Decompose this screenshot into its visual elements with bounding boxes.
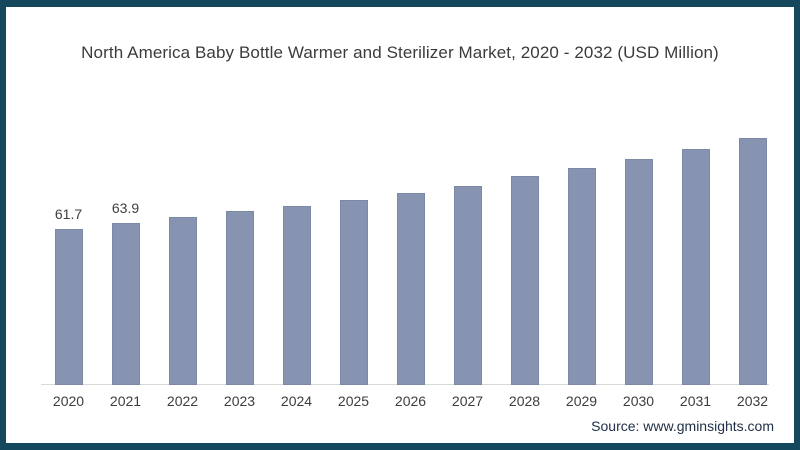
bar-column xyxy=(738,138,767,385)
bar-2022 xyxy=(168,217,197,385)
bar-2030 xyxy=(624,159,653,385)
bar-column: 63.9 xyxy=(111,200,140,385)
bar-column xyxy=(168,217,197,385)
x-axis-tick-label: 2025 xyxy=(337,393,370,409)
bar-column xyxy=(624,159,653,385)
bar-column xyxy=(396,193,425,385)
bar-2024 xyxy=(282,206,311,385)
x-axis-tick-label: 2020 xyxy=(52,393,85,409)
bar-column: 61.7 xyxy=(54,206,83,385)
source-credit: Source: www.gminsights.com xyxy=(591,418,774,434)
bar-value-label: 63.9 xyxy=(111,200,140,216)
bar-2023 xyxy=(225,211,254,385)
x-axis-tick-label: 2021 xyxy=(109,393,142,409)
x-axis-tick-label: 2027 xyxy=(451,393,484,409)
bar-2031 xyxy=(681,149,710,385)
bar-2032 xyxy=(738,138,767,385)
bar-column xyxy=(225,211,254,385)
bar-2026 xyxy=(396,193,425,385)
x-axis-tick-label: 2024 xyxy=(280,393,313,409)
x-axis-tick-label: 2026 xyxy=(394,393,427,409)
bar-2025 xyxy=(339,200,368,385)
bar-2029 xyxy=(567,168,596,385)
bar-2027 xyxy=(453,186,482,385)
bar-value-label: 61.7 xyxy=(54,206,83,222)
x-axis-tick-label: 2029 xyxy=(565,393,598,409)
bar-column xyxy=(681,149,710,385)
bar-2020 xyxy=(54,229,83,385)
x-axis-tick-label: 2030 xyxy=(622,393,655,409)
x-axis-tick-label: 2022 xyxy=(166,393,199,409)
bar-column xyxy=(453,186,482,385)
bar-2028 xyxy=(510,176,539,385)
bar-column xyxy=(282,206,311,385)
x-axis-tick-label: 2032 xyxy=(736,393,769,409)
x-axis-tick-label: 2028 xyxy=(508,393,541,409)
chart-title: North America Baby Bottle Warmer and Ste… xyxy=(81,43,719,62)
bar-column xyxy=(567,168,596,385)
bar-column xyxy=(339,200,368,385)
bar-2021 xyxy=(111,223,140,385)
x-axis-tick-label: 2023 xyxy=(223,393,256,409)
bar-column xyxy=(510,176,539,385)
x-axis-tick-label: 2031 xyxy=(679,393,712,409)
